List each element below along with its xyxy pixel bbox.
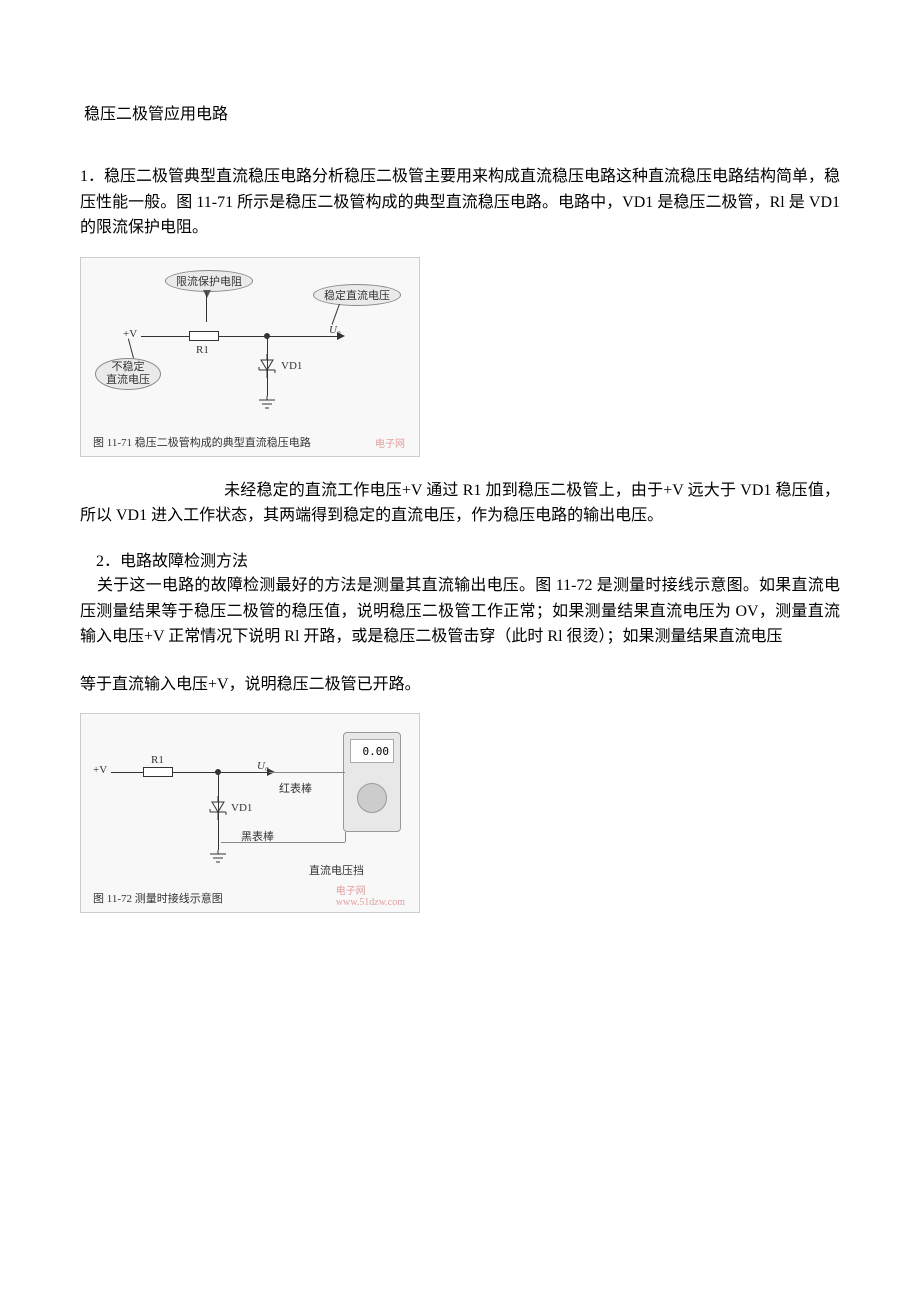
label-plus-v: +V xyxy=(123,328,137,340)
paragraph-2: 未经稳定的直流工作电压+V 通过 R1 加到稳压二极管上，由于+V 远大于 VD… xyxy=(80,478,840,529)
paragraph-2-text: 未经稳定的直流工作电压+V 通过 R1 加到稳压二极管上，由于+V 远大于 VD… xyxy=(80,482,840,525)
red-probe-line xyxy=(269,772,345,773)
wire-top xyxy=(141,336,341,337)
ground-icon xyxy=(257,396,277,410)
page-title: 稳压二极管应用电路 xyxy=(84,100,840,124)
figure-11-71-container: 限流保护电阻 稳定直流电压 +V R1 U₀ xyxy=(80,257,840,462)
figure-11-72-container: +V R1 U₀ VD1 xyxy=(80,713,840,918)
meter-screen: 0.00 xyxy=(350,739,394,763)
black-probe-line-v xyxy=(345,832,346,842)
callout-line-input xyxy=(128,338,134,358)
arrow-down-icon xyxy=(203,290,211,298)
label-r1-72: R1 xyxy=(151,754,164,766)
label-vd1-72: VD1 xyxy=(231,802,252,814)
callout-line-output xyxy=(332,304,340,325)
paragraph-3: 关于这一电路的故障检测最好的方法是测量其直流输出电压。图 11-72 是测量时接… xyxy=(80,573,840,650)
label-plus-v-72: +V xyxy=(93,764,107,776)
paragraph-4: 等于直流输入电压+V，说明稳压二极管已开路。 xyxy=(80,672,840,698)
watermark-text: 电子网 xyxy=(375,435,405,450)
wire-top-72 xyxy=(111,772,271,773)
zener-diode-icon xyxy=(257,354,277,378)
ground-72-icon xyxy=(208,850,228,864)
resistor-r1-72 xyxy=(143,767,173,777)
figure-11-71: 限流保护电阻 稳定直流电压 +V R1 U₀ xyxy=(80,257,420,457)
document-page: 稳压二极管应用电路 1．稳压二极管典型直流稳压电路分析稳压二极管主要用来构成直流… xyxy=(0,0,920,994)
multimeter: 0.00 xyxy=(343,732,401,832)
label-uo-72: U₀ xyxy=(257,760,269,772)
zener-diode-72-icon xyxy=(208,796,228,820)
label-r1: R1 xyxy=(196,344,209,356)
label-dc-range: 直流电压挡 xyxy=(309,862,364,878)
label-black-probe: 黑表棒 xyxy=(241,828,274,844)
callout-line xyxy=(206,292,207,322)
callout-resistor: 限流保护电阻 xyxy=(165,270,253,292)
resistor-r1 xyxy=(189,331,219,341)
section-heading-2: 2．电路故障检测方法 xyxy=(80,547,840,571)
callout-output: 稳定直流电压 xyxy=(313,284,401,306)
figure-11-72: +V R1 U₀ VD1 xyxy=(80,713,420,913)
label-uo: U₀ xyxy=(329,324,341,336)
label-red-probe: 红表棒 xyxy=(279,780,312,796)
meter-dial xyxy=(357,783,387,813)
paragraph-1: 1．稳压二极管典型直流稳压电路分析稳压二极管主要用来构成直流稳压电路这种直流稳压… xyxy=(80,164,840,241)
callout-input: 不稳定 直流电压 xyxy=(95,358,161,390)
label-vd1: VD1 xyxy=(281,360,302,372)
black-probe-line xyxy=(221,842,345,843)
watermark-72: 电子网 www.51dzw.com xyxy=(336,886,405,908)
